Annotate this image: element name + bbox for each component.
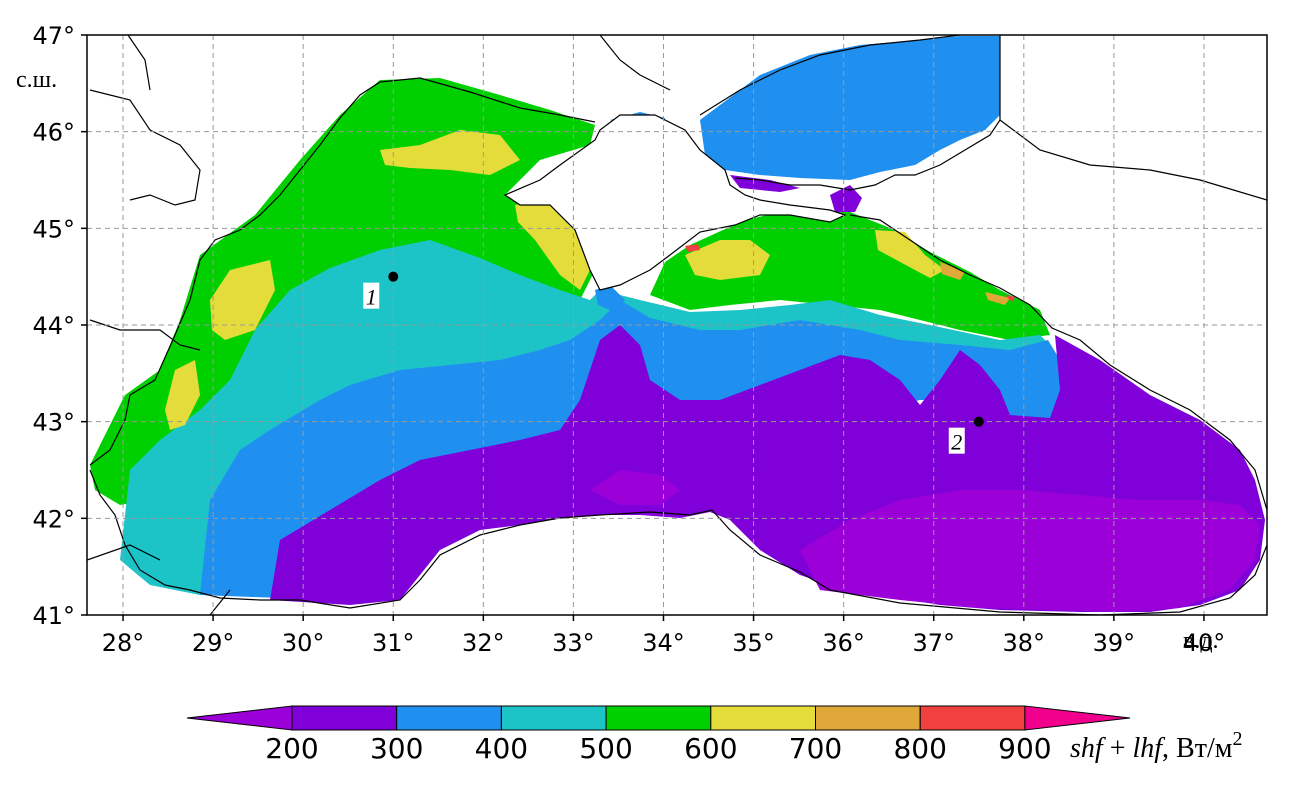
lat-tick-label: 46° <box>32 119 75 147</box>
coast-south <box>89 469 1267 615</box>
lon-tick-label: 37° <box>912 629 955 657</box>
latitude-unit: с.ш. <box>16 67 57 93</box>
title-var2: lhf <box>1132 733 1165 764</box>
coast-azov-north <box>699 35 1001 191</box>
land-border-1 <box>89 89 201 206</box>
colorbar-segment <box>291 705 398 731</box>
colorbar-tick-label: 400 <box>475 732 528 765</box>
latitude-axis: 47° 46° 45° 44° 43° 42° 41° <box>32 22 87 630</box>
zone-700-800-d <box>165 360 200 430</box>
land-border-3 <box>89 319 201 351</box>
coastlines <box>87 35 1267 615</box>
kerch-purple-patch <box>830 185 862 212</box>
lon-tick-label: 36° <box>822 629 865 657</box>
colorbar-arrow-low <box>186 705 293 731</box>
colorbar-arrow-high <box>1024 705 1131 731</box>
colorbar-tick-label: 200 <box>265 732 318 765</box>
title-sup: 2 <box>1232 728 1242 750</box>
station-point <box>388 271 399 282</box>
colorbar-ticks: 200 300 400 500 600 700 800 900 <box>265 732 1051 765</box>
colorbar-tick-label: 500 <box>579 732 632 765</box>
colorbar-segment <box>919 705 1026 731</box>
crimea-coast <box>503 114 847 291</box>
colorbar-tick-label: 700 <box>789 732 842 765</box>
lon-tick-label: 40° <box>1183 629 1226 657</box>
station-point <box>973 416 984 427</box>
land-border-6 <box>999 119 1267 201</box>
station-label: 2 <box>951 430 962 455</box>
land-border-7 <box>599 35 671 91</box>
station-points: 12 <box>363 271 984 455</box>
colorbar <box>186 705 1131 731</box>
lon-tick-label: 34° <box>642 629 685 657</box>
colorbar-title: shf + lhf, Вт/м2 <box>1070 728 1242 764</box>
colorbar-tick-label: 900 <box>998 732 1051 765</box>
station-label: 1 <box>366 285 377 310</box>
colorbar-segment <box>500 705 607 731</box>
colorbar-segment <box>396 705 502 731</box>
coast-caucasus <box>849 214 1267 511</box>
title-var1: shf <box>1070 733 1106 764</box>
map-plot: 12 <box>87 35 1267 615</box>
zone-200-300-west <box>590 470 680 505</box>
colorbar-tick-label: 800 <box>893 732 946 765</box>
lon-tick-label: 31° <box>372 629 415 657</box>
zone-700-800-a <box>380 130 520 175</box>
colorbar-segment <box>710 705 816 731</box>
graticule <box>87 35 1267 615</box>
lon-tick-label: 30° <box>282 629 325 657</box>
longitude-unit: в.д. <box>1183 628 1219 654</box>
lon-tick-label: 38° <box>1003 629 1046 657</box>
longitude-axis: 28° 29° 30° 31° 32° 33° 34° 35° 36° 37° 38° 39° 40° <box>102 615 1225 657</box>
lon-tick-label: 33° <box>552 629 595 657</box>
point-label-bg <box>363 282 380 309</box>
title-op: + <box>1103 733 1133 764</box>
lat-tick-label: 47° <box>32 22 75 50</box>
zone-700-800-e <box>685 240 770 280</box>
lon-tick-label: 39° <box>1093 629 1136 657</box>
lon-tick-label: 32° <box>462 629 505 657</box>
colorbar-segment <box>815 705 921 731</box>
lat-tick-label: 44° <box>32 312 75 340</box>
lat-tick-label: 43° <box>32 409 75 437</box>
land-border-2 <box>127 35 151 91</box>
lon-tick-label: 29° <box>192 629 235 657</box>
colorbar-tick-label: 300 <box>370 732 423 765</box>
zone-800-900 <box>940 262 1010 305</box>
lat-tick-label: 42° <box>32 505 75 533</box>
colorbar-tick-label: 600 <box>684 732 737 765</box>
colorbar-segment <box>605 705 712 731</box>
lat-tick-label: 45° <box>32 215 75 243</box>
land-border-5 <box>209 589 231 615</box>
land-border-4 <box>87 544 161 561</box>
lat-tick-label: 41° <box>32 602 75 630</box>
lon-tick-label: 28° <box>102 629 145 657</box>
zone-200-300 <box>800 490 1260 612</box>
lon-tick-label: 35° <box>732 629 775 657</box>
coast-northwest <box>89 77 596 466</box>
zone-700-800-f <box>875 230 945 278</box>
zone-strait-500 <box>595 285 625 312</box>
title-unit: , Вт/м <box>1162 733 1233 764</box>
point-label-bg <box>948 427 965 454</box>
zone-700-800-c <box>210 260 275 340</box>
